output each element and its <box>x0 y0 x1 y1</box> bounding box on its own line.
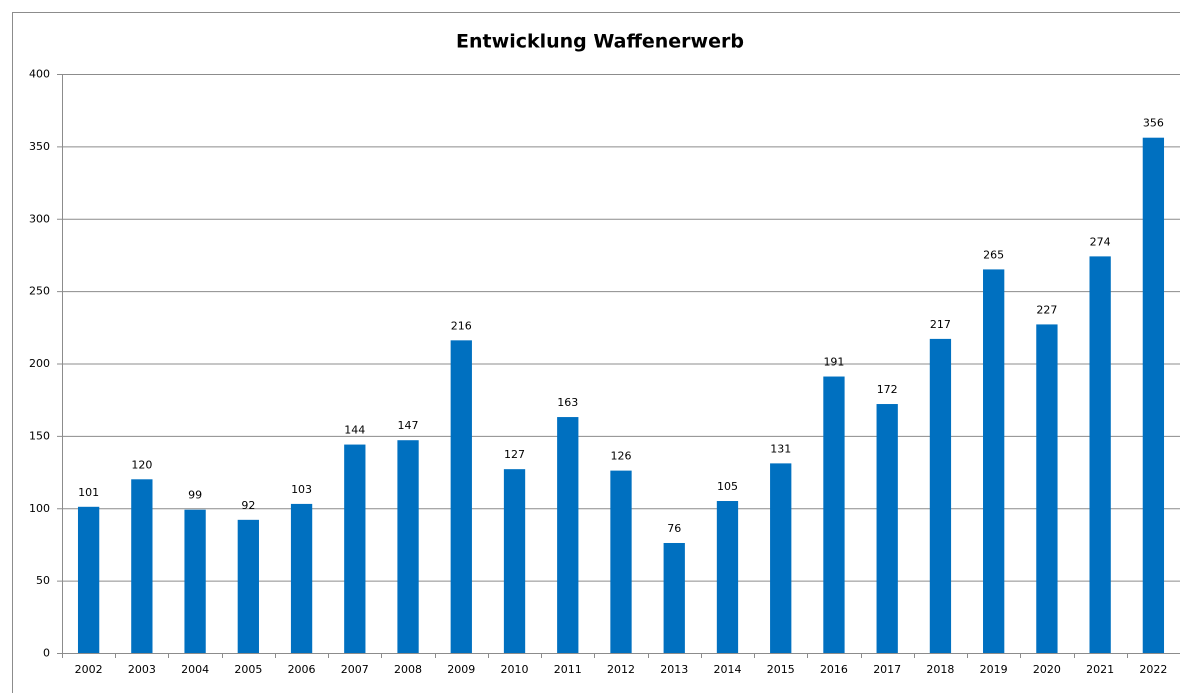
bar <box>663 542 685 653</box>
y-tick-label: 250 <box>29 285 50 298</box>
bar <box>344 444 366 653</box>
bar <box>1142 137 1165 653</box>
data-label: 191 <box>823 356 844 369</box>
y-tick-label: 350 <box>29 140 50 153</box>
x-tick-label: 2014 <box>713 663 741 676</box>
data-label: 356 <box>1143 117 1164 130</box>
x-tick-label: 2015 <box>767 663 795 676</box>
bar <box>983 269 1005 653</box>
bar <box>397 440 419 653</box>
x-tick-label: 2008 <box>394 663 422 676</box>
bar <box>290 503 313 653</box>
bar <box>823 376 845 653</box>
bar <box>1036 324 1058 653</box>
data-label: 274 <box>1090 235 1111 248</box>
data-label: 265 <box>983 248 1004 261</box>
bar <box>716 501 739 653</box>
bar <box>450 340 472 653</box>
data-label: 103 <box>291 483 312 496</box>
bar <box>610 470 632 653</box>
x-tick-label: 2019 <box>980 663 1008 676</box>
y-tick-label: 150 <box>29 429 50 442</box>
data-label: 120 <box>131 458 152 471</box>
data-label: 99 <box>188 489 202 502</box>
y-tick-label: 300 <box>29 212 50 225</box>
data-label: 105 <box>717 480 738 493</box>
x-tick-label: 2004 <box>181 663 209 676</box>
x-tick-label: 2012 <box>607 663 635 676</box>
bar <box>503 469 526 653</box>
x-tick-label: 2005 <box>234 663 262 676</box>
x-tick-label: 2006 <box>288 663 316 676</box>
data-label: 76 <box>667 522 681 535</box>
chart-title: Entwicklung Waffenerwerb <box>456 31 744 53</box>
x-tick-label: 2013 <box>660 663 688 676</box>
data-label: 127 <box>504 448 525 461</box>
x-tick-label: 2011 <box>554 663 582 676</box>
bar <box>77 506 100 653</box>
data-label: 163 <box>557 396 578 409</box>
x-tick-label: 2003 <box>128 663 156 676</box>
data-label: 147 <box>398 419 419 432</box>
bar <box>1089 256 1111 653</box>
x-tick-label: 2010 <box>501 663 529 676</box>
bar <box>237 519 259 653</box>
bar <box>876 404 898 653</box>
y-tick-label: 50 <box>36 574 50 587</box>
x-tick-label: 2021 <box>1086 663 1114 676</box>
x-tick-label: 2020 <box>1033 663 1061 676</box>
y-tick-label: 0 <box>43 647 50 660</box>
data-label: 227 <box>1036 303 1057 316</box>
data-label: 92 <box>241 499 255 512</box>
bar <box>184 509 206 653</box>
data-label: 126 <box>611 450 632 463</box>
x-tick-label: 2002 <box>75 663 103 676</box>
y-tick-label: 200 <box>29 357 50 370</box>
data-label: 217 <box>930 318 951 331</box>
x-tick-label: 2009 <box>447 663 475 676</box>
x-tick-label: 2022 <box>1139 663 1167 676</box>
data-label: 216 <box>451 319 472 332</box>
data-label: 144 <box>344 424 365 437</box>
y-tick-label: 400 <box>29 68 50 81</box>
bar <box>929 338 952 653</box>
y-tick-label: 100 <box>29 502 50 515</box>
x-tick-label: 2007 <box>341 663 369 676</box>
data-label: 101 <box>78 486 99 499</box>
bar <box>131 479 153 653</box>
x-tick-label: 2017 <box>873 663 901 676</box>
data-label: 172 <box>877 383 898 396</box>
data-label: 131 <box>770 442 791 455</box>
x-tick-label: 2016 <box>820 663 848 676</box>
bar <box>770 463 792 653</box>
bar <box>557 417 579 653</box>
x-tick-label: 2018 <box>926 663 954 676</box>
